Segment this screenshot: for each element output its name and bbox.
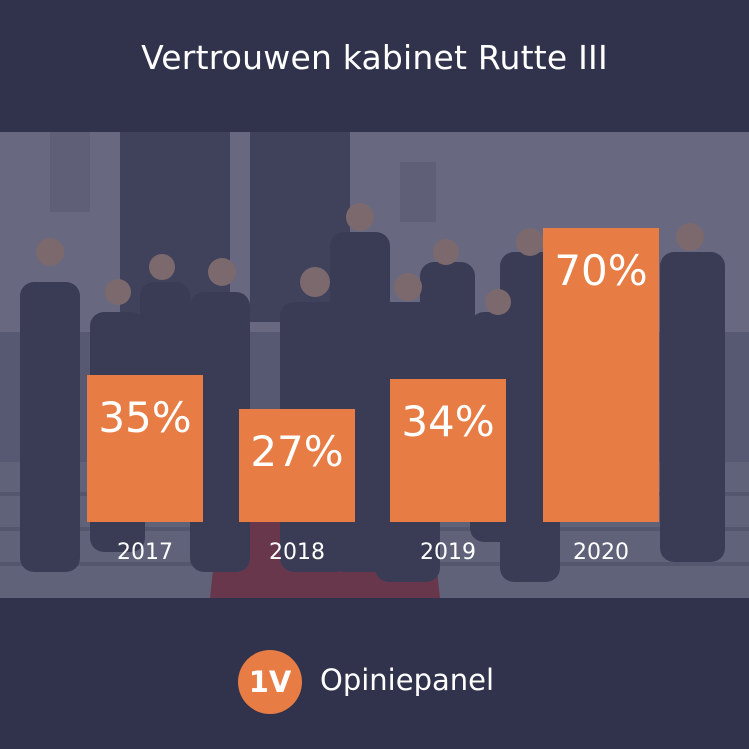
x-tick-2018: 2018 bbox=[269, 540, 325, 565]
brand-name: Opiniepanel bbox=[320, 663, 495, 697]
value-label-2017: 35% bbox=[98, 393, 192, 442]
bar-2019 bbox=[390, 379, 506, 522]
bar-chart: 35% 27% 34% 70% 2017 2018 2019 2020 bbox=[0, 132, 749, 598]
x-tick-2017: 2017 bbox=[117, 540, 173, 565]
footer-brand: 1V Opiniepanel bbox=[0, 640, 749, 714]
bar-2018 bbox=[239, 408, 355, 522]
value-label-2018: 27% bbox=[250, 426, 344, 476]
x-tick-2020: 2020 bbox=[573, 540, 629, 565]
x-tick-2019: 2019 bbox=[420, 540, 476, 565]
chart-title: Vertrouwen kabinet Rutte III bbox=[141, 38, 608, 77]
logo-text: 1V bbox=[248, 665, 292, 699]
bar-2020 bbox=[543, 228, 659, 522]
bar-2017 bbox=[87, 375, 203, 522]
value-label-2020: 70% bbox=[554, 246, 648, 295]
value-label-2019: 34% bbox=[401, 397, 495, 447]
logo-icon bbox=[238, 650, 302, 714]
